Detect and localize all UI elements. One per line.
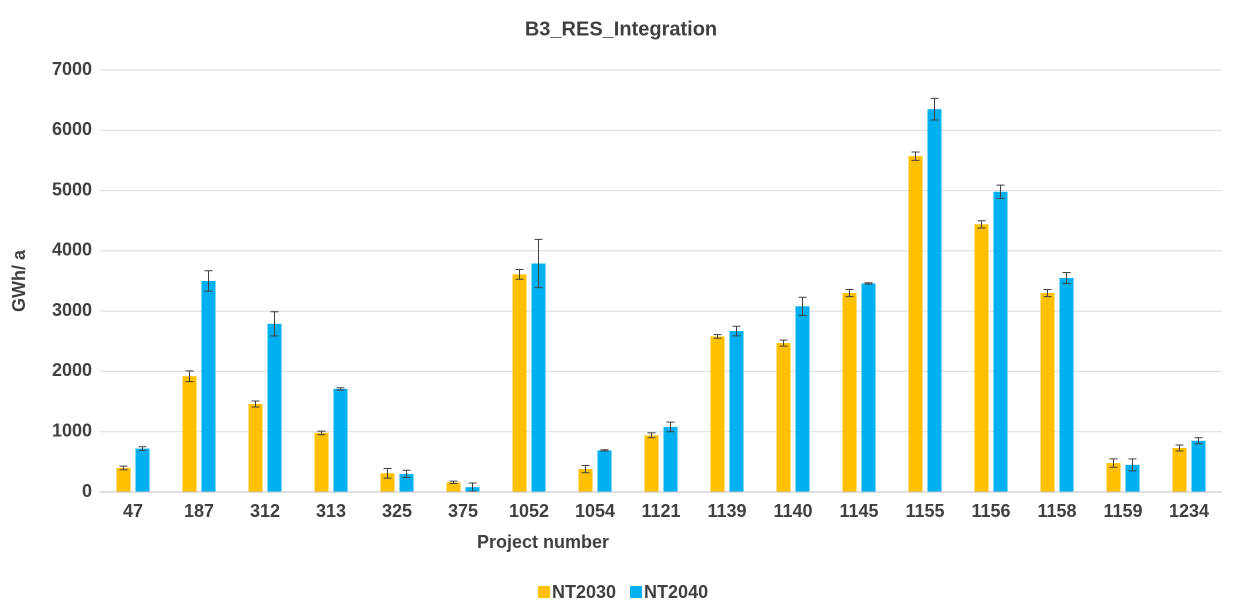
bar [446,482,461,492]
error-bar [845,288,854,298]
legend-swatch [630,586,643,598]
x-tick-label: 1234 [1169,501,1209,521]
bar [333,388,348,492]
x-tick-label: 1139 [707,501,746,521]
bar [1172,447,1187,492]
bar [663,426,678,492]
error-bar [1043,288,1052,298]
x-tick-label: 1158 [1037,501,1076,521]
bar [1106,463,1121,492]
legend-label: NT2030 [552,582,616,602]
y-tick-label: 6000 [52,119,92,139]
bar [116,467,131,492]
bar [842,293,857,492]
x-tick-label: 1145 [839,501,878,521]
error-bar [1062,272,1071,284]
error-bar [534,238,543,289]
x-tick-label: 1121 [641,501,680,521]
error-bar [204,270,213,292]
bar [927,109,942,492]
error-bar [581,464,590,474]
error-bar [185,370,194,383]
bar [578,469,593,492]
error-bar [798,296,807,316]
x-tick-label: 1054 [575,501,615,521]
x-tick-label: 1052 [509,501,549,521]
y-tick-label: 7000 [52,59,92,79]
error-bar [402,469,411,479]
error-bar [317,430,326,436]
error-bar [270,311,279,337]
bar [597,450,612,492]
error-bar [977,220,986,229]
bar [644,435,659,492]
x-tick-label: 1140 [773,501,812,521]
x-tick-label: 312 [250,501,280,521]
bar [267,323,282,492]
x-axis-label: Project number [477,532,609,552]
chart-title: B3_RES_Integration [525,18,717,40]
bar [710,336,725,492]
bar [861,283,876,492]
error-bar [1194,437,1203,445]
x-tick-label: 325 [382,501,412,521]
bar [974,224,989,492]
error-bar [119,465,128,471]
error-bar [1109,458,1118,468]
y-tick-label: 4000 [52,240,92,260]
bar [908,156,923,493]
error-bar [666,421,675,433]
legend-swatch [538,586,550,598]
error-bar [1175,444,1184,452]
error-bar [449,480,458,485]
bar [993,191,1008,492]
error-bar [600,449,609,452]
bar [512,274,527,492]
x-tick-label: 313 [316,501,346,521]
bar [314,432,329,492]
x-tick-label: 1155 [905,501,944,521]
bar [201,281,216,492]
error-bar [996,184,1005,199]
x-tick-label: 187 [184,501,214,521]
bar [1191,440,1206,492]
x-tick-label: 375 [448,501,478,521]
bar [248,403,263,492]
error-bar [251,400,260,408]
y-tick-label: 1000 [52,420,92,440]
bar [729,331,744,492]
error-bar [864,282,873,285]
y-tick-label: 2000 [52,360,92,380]
x-tick-label: 1156 [971,501,1010,521]
error-bar [930,97,939,121]
legend-label: NT2040 [644,582,708,602]
error-bar [468,482,477,492]
error-bar [911,151,920,161]
error-bar [515,269,524,280]
y-tick-label: 5000 [52,179,92,199]
x-tick-label: 1159 [1103,501,1142,521]
bar [531,263,546,492]
bar [1125,464,1140,492]
error-bar [647,432,656,439]
y-axis-label: GWh/ a [9,249,29,312]
error-bar [383,467,392,479]
y-tick-label: 3000 [52,300,92,320]
error-bar [732,325,741,337]
error-bar [138,446,147,451]
error-bar [713,334,722,339]
error-bar [336,387,345,391]
bar [1040,293,1055,492]
bar [135,448,150,492]
x-tick-label: 47 [123,501,143,521]
bar [795,306,810,492]
error-bar [1128,458,1137,472]
bar [776,343,791,492]
bar [182,376,197,492]
bar [399,473,414,492]
error-bar [779,339,788,347]
y-tick-label: 0 [82,481,92,501]
bar [1059,277,1074,492]
